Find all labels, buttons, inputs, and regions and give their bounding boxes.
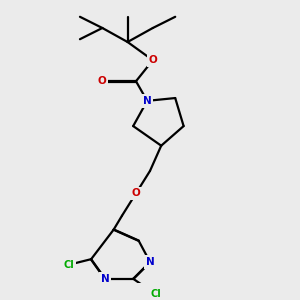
Text: N: N (146, 257, 154, 267)
Text: Cl: Cl (150, 289, 161, 299)
Text: N: N (143, 96, 152, 106)
Text: O: O (148, 55, 157, 65)
Text: O: O (98, 76, 107, 86)
Text: N: N (101, 274, 110, 284)
Text: Cl: Cl (63, 260, 74, 270)
Text: O: O (132, 188, 140, 198)
